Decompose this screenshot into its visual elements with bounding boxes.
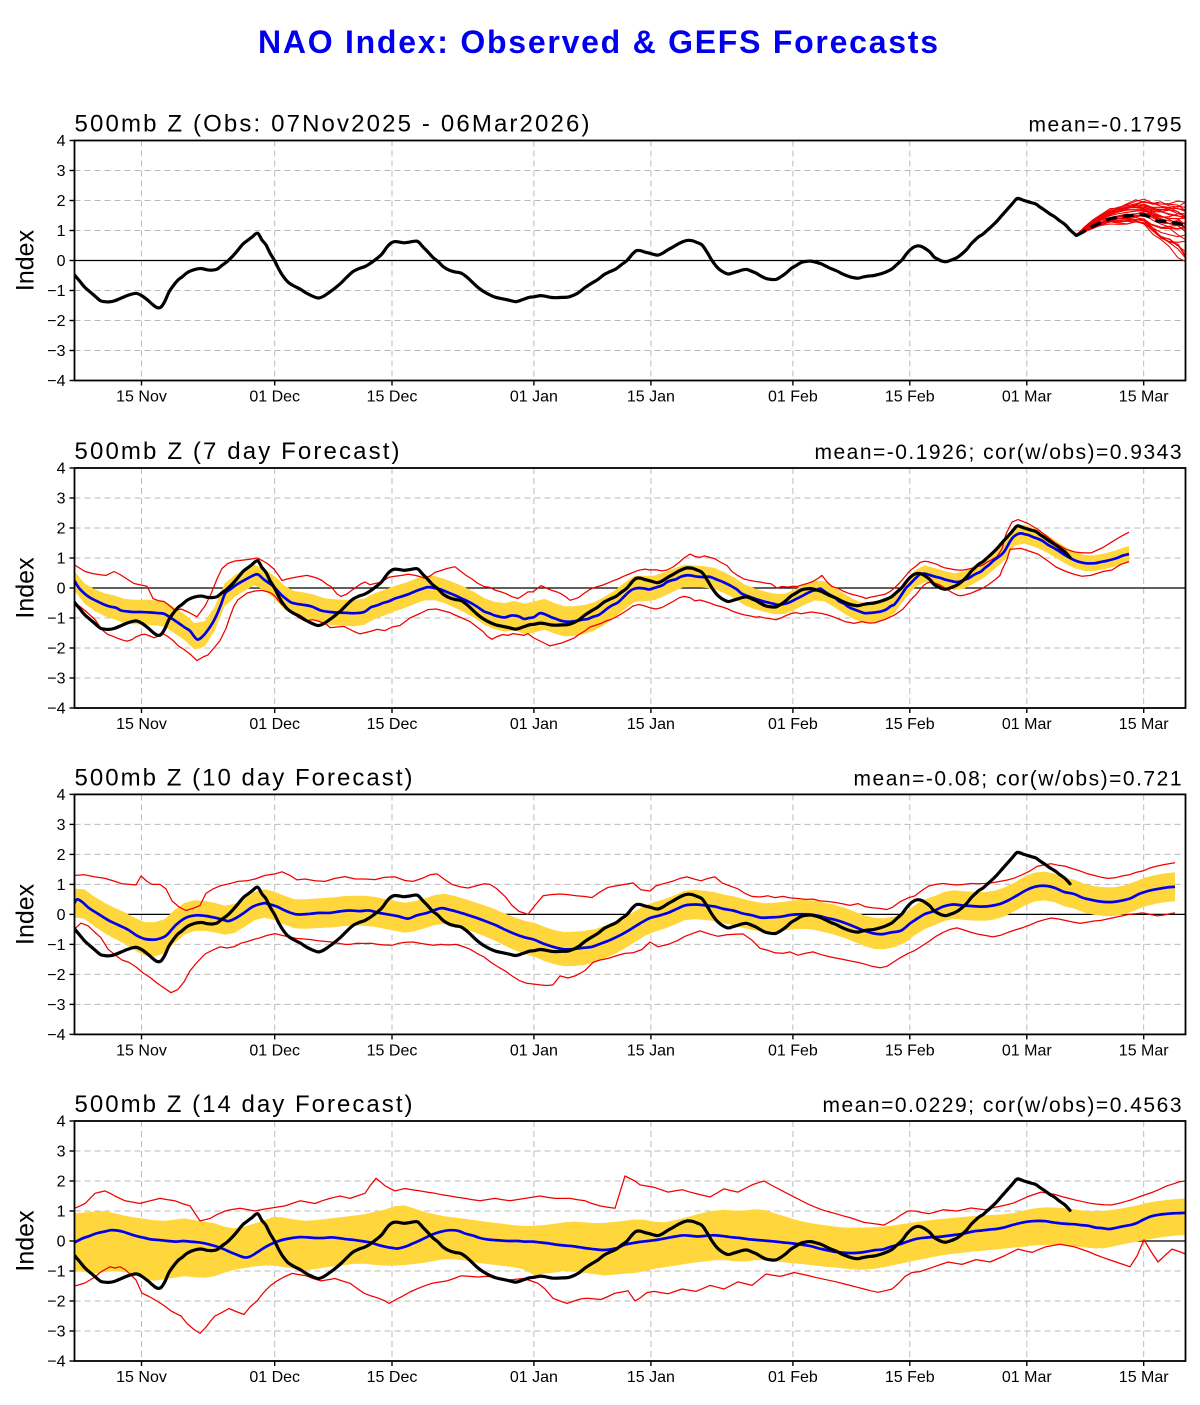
svg-text:4: 4 [57, 461, 66, 478]
svg-text:15 Mar: 15 Mar [1119, 1369, 1169, 1386]
svg-text:15 Mar: 15 Mar [1119, 389, 1169, 406]
svg-text:−2: −2 [47, 967, 65, 984]
svg-text:1: 1 [57, 1204, 66, 1221]
svg-text:4: 4 [57, 1114, 66, 1131]
svg-text:01 Feb: 01 Feb [768, 1369, 818, 1386]
svg-text:−1: −1 [47, 283, 65, 300]
svg-text:0: 0 [57, 907, 66, 924]
svg-text:01 Feb: 01 Feb [768, 1042, 818, 1059]
svg-text:01 Jan: 01 Jan [510, 1369, 558, 1386]
svg-text:01 Jan: 01 Jan [510, 716, 558, 733]
svg-text:−3: −3 [47, 997, 65, 1014]
svg-text:−2: −2 [47, 641, 65, 658]
svg-text:0: 0 [57, 581, 66, 598]
svg-text:15 Nov: 15 Nov [116, 1369, 167, 1386]
svg-text:−1: −1 [47, 1264, 65, 1281]
svg-text:mean=-0.08; cor(w/obs)=0.721: mean=-0.08; cor(w/obs)=0.721 [854, 767, 1182, 790]
svg-text:−2: −2 [47, 1294, 65, 1311]
svg-text:15 Nov: 15 Nov [116, 389, 167, 406]
svg-text:500mb Z (7 day Forecast): 500mb Z (7 day Forecast) [75, 438, 400, 465]
svg-text:1: 1 [57, 223, 66, 240]
svg-text:Index: Index [12, 1210, 40, 1272]
svg-text:500mb Z (Obs: 07Nov2025 - 06Ma: 500mb Z (Obs: 07Nov2025 - 06Mar2026) [75, 111, 590, 138]
svg-text:Index: Index [12, 229, 40, 291]
svg-text:15 Dec: 15 Dec [367, 1042, 418, 1059]
svg-text:01 Dec: 01 Dec [249, 716, 300, 733]
svg-text:Index: Index [12, 883, 40, 945]
svg-text:01 Dec: 01 Dec [249, 1369, 300, 1386]
svg-text:mean=-0.1795: mean=-0.1795 [1029, 114, 1182, 137]
svg-text:Index: Index [12, 557, 40, 619]
svg-text:NAO Index: Observed & GEFS For: NAO Index: Observed & GEFS Forecasts [258, 24, 938, 60]
svg-text:15 Feb: 15 Feb [885, 1042, 935, 1059]
svg-text:01 Mar: 01 Mar [1002, 1042, 1052, 1059]
svg-text:1: 1 [57, 877, 66, 894]
svg-text:3: 3 [57, 817, 66, 834]
svg-text:500mb Z (10 day Forecast): 500mb Z (10 day Forecast) [75, 764, 413, 791]
svg-text:15 Feb: 15 Feb [885, 1369, 935, 1386]
svg-text:15 Dec: 15 Dec [367, 389, 418, 406]
svg-text:3: 3 [57, 1144, 66, 1161]
svg-text:15 Jan: 15 Jan [627, 1042, 675, 1059]
svg-text:0: 0 [57, 253, 66, 270]
svg-text:−4: −4 [47, 373, 65, 390]
svg-text:0: 0 [57, 1234, 66, 1251]
svg-text:01 Dec: 01 Dec [249, 389, 300, 406]
svg-text:15 Jan: 15 Jan [627, 1369, 675, 1386]
svg-text:500mb Z (14 day Forecast): 500mb Z (14 day Forecast) [75, 1091, 413, 1118]
svg-text:15 Nov: 15 Nov [116, 1042, 167, 1059]
svg-text:15 Feb: 15 Feb [885, 716, 935, 733]
svg-text:−3: −3 [47, 343, 65, 360]
svg-text:−4: −4 [47, 1027, 65, 1044]
svg-text:15 Jan: 15 Jan [627, 716, 675, 733]
svg-text:−3: −3 [47, 671, 65, 688]
svg-text:2: 2 [57, 521, 66, 538]
svg-text:2: 2 [57, 193, 66, 210]
svg-text:−1: −1 [47, 611, 65, 628]
svg-text:15 Nov: 15 Nov [116, 716, 167, 733]
svg-text:15 Dec: 15 Dec [367, 1369, 418, 1386]
svg-text:4: 4 [57, 787, 66, 804]
svg-text:2: 2 [57, 847, 66, 864]
svg-text:15 Dec: 15 Dec [367, 716, 418, 733]
svg-text:01 Mar: 01 Mar [1002, 389, 1052, 406]
svg-text:15 Feb: 15 Feb [885, 389, 935, 406]
svg-text:−1: −1 [47, 937, 65, 954]
svg-text:01 Jan: 01 Jan [510, 1042, 558, 1059]
svg-text:01 Mar: 01 Mar [1002, 1369, 1052, 1386]
svg-text:3: 3 [57, 491, 66, 508]
svg-text:15 Mar: 15 Mar [1119, 1042, 1169, 1059]
svg-text:3: 3 [57, 163, 66, 180]
svg-text:−3: −3 [47, 1324, 65, 1341]
svg-text:15 Jan: 15 Jan [627, 389, 675, 406]
svg-text:2: 2 [57, 1174, 66, 1191]
svg-text:15 Mar: 15 Mar [1119, 716, 1169, 733]
svg-text:−4: −4 [47, 1354, 65, 1371]
svg-text:mean=-0.1926; cor(w/obs)=0.934: mean=-0.1926; cor(w/obs)=0.9343 [815, 441, 1182, 464]
svg-text:01 Mar: 01 Mar [1002, 716, 1052, 733]
svg-text:01 Jan: 01 Jan [510, 389, 558, 406]
svg-text:01 Feb: 01 Feb [768, 716, 818, 733]
svg-text:1: 1 [57, 551, 66, 568]
svg-text:01 Dec: 01 Dec [249, 1042, 300, 1059]
svg-text:mean=0.0229; cor(w/obs)=0.4563: mean=0.0229; cor(w/obs)=0.4563 [823, 1094, 1182, 1117]
svg-text:−4: −4 [47, 701, 65, 718]
svg-text:01 Feb: 01 Feb [768, 389, 818, 406]
svg-text:4: 4 [57, 133, 66, 150]
svg-text:−2: −2 [47, 313, 65, 330]
